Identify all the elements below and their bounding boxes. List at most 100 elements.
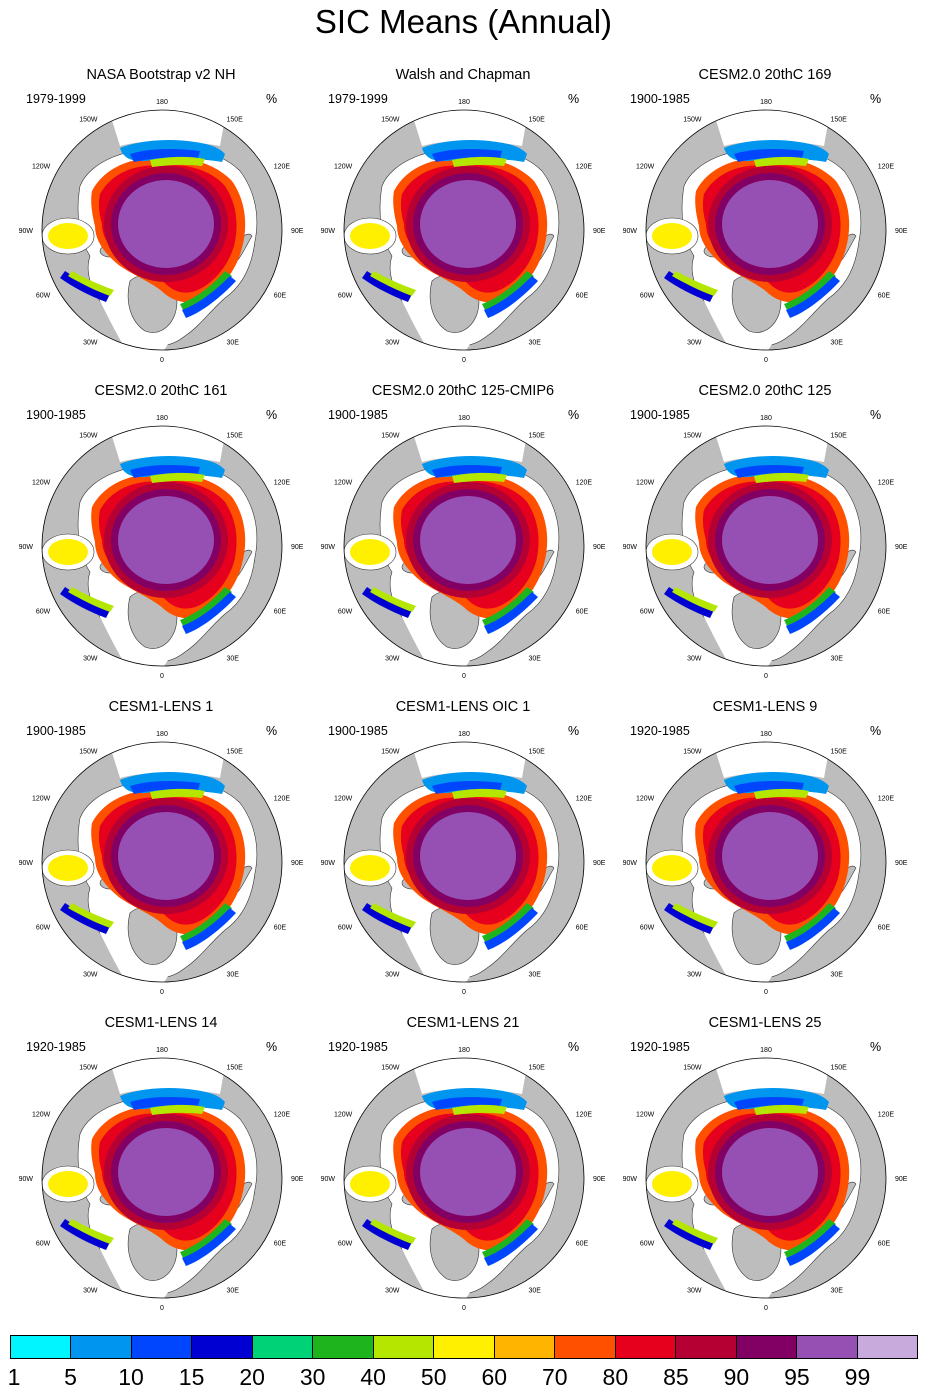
colorbar-box — [494, 1336, 556, 1358]
polar-map: 180 150E 120E 90E 60E 30E 0 30W 60W 90W 120W 150W — [19, 415, 304, 680]
longitude-label: 60W — [36, 1241, 51, 1248]
colorbar-box — [252, 1336, 314, 1358]
longitude-label: 90E — [593, 228, 606, 235]
longitude-label: 120W — [334, 164, 353, 171]
map-panel: CESM1-LENS 1 1900-1985% 180 150E 120E 90E 60E 3… — [10, 698, 312, 1014]
panel-unit: % — [870, 1040, 882, 1054]
longitude-label: 60E — [878, 293, 891, 300]
longitude-label: 90E — [291, 544, 304, 551]
longitude-label: 60W — [36, 609, 51, 616]
panel-period: 1920-1985 — [328, 1040, 388, 1054]
longitude-label: 90E — [895, 1176, 908, 1183]
longitude-label: 150W — [79, 1064, 98, 1071]
map-panel: CESM2.0 20thC 125 1900-1985% 180 150E 120E 90… — [614, 382, 916, 698]
colorbar-box — [71, 1336, 132, 1358]
colorbar-label: 1 — [7, 1364, 21, 1390]
longitude-label: 30E — [529, 972, 542, 979]
longitude-label: 150W — [381, 432, 400, 439]
longitude-label: 120W — [636, 480, 655, 487]
longitude-label: 60E — [274, 293, 287, 300]
panel-period: 1979-1999 — [26, 92, 86, 106]
longitude-label: 180 — [156, 731, 168, 738]
polar-map: 180 150E 120E 90E 60E 30E 0 30W 60W 90W 120W 150W — [623, 1047, 908, 1312]
longitude-label: 60E — [576, 1241, 589, 1248]
colorbar-label: 95 — [784, 1364, 810, 1390]
longitude-label: 90W — [623, 860, 638, 867]
longitude-label: 150W — [381, 1064, 400, 1071]
longitude-label: 150W — [79, 116, 98, 123]
polar-map: 180 150E 120E 90E 60E 30E 0 30W 60W 90W 120W 150W — [623, 731, 908, 996]
longitude-label: 60W — [640, 609, 655, 616]
map-panel: CESM1-LENS 25 1920-1985% 180 150E 120E 90E 60E… — [614, 1014, 916, 1330]
longitude-label: 90E — [895, 544, 908, 551]
panel-period: 1900-1985 — [328, 408, 388, 422]
longitude-label: 120W — [636, 796, 655, 803]
longitude-label: 120W — [32, 164, 51, 171]
longitude-label: 180 — [760, 415, 772, 422]
colorbar-box — [736, 1336, 798, 1358]
longitude-label: 120W — [334, 796, 353, 803]
panel-title: NASA Bootstrap v2 NH — [86, 67, 236, 83]
colorbar-box — [555, 1336, 616, 1358]
longitude-label: 30W — [385, 1288, 400, 1295]
longitude-label: 180 — [760, 731, 772, 738]
longitude-label: 60E — [576, 293, 589, 300]
longitude-label: 90W — [321, 544, 336, 551]
panel-period: 1900-1985 — [26, 408, 86, 422]
longitude-label: 30E — [227, 340, 240, 347]
longitude-label: 120E — [274, 796, 291, 803]
longitude-label: 30W — [385, 340, 400, 347]
longitude-label: 60E — [274, 1241, 287, 1248]
longitude-label: 90E — [895, 860, 908, 867]
panel-unit: % — [568, 724, 580, 738]
longitude-label: 150E — [831, 748, 848, 755]
longitude-label: 120W — [32, 796, 51, 803]
longitude-label: 150W — [79, 748, 98, 755]
longitude-label: 90W — [623, 228, 638, 235]
longitude-label: 180 — [760, 1047, 772, 1054]
panel-unit: % — [870, 408, 882, 422]
panel-title: CESM1-LENS 25 — [708, 1015, 822, 1031]
polar-map: 180 150E 120E 90E 60E 30E 0 30W 60W 90W 120W 150W — [321, 415, 606, 680]
longitude-label: 90W — [623, 544, 638, 551]
map-panel: CESM1-LENS 14 1920-1985% 180 150E 120E 90E 60E… — [10, 1014, 312, 1330]
panel-title: CESM2.0 20thC 161 — [94, 383, 228, 399]
longitude-label: 90W — [19, 1176, 34, 1183]
panel-title: CESM1-LENS OIC 1 — [395, 699, 531, 715]
longitude-label: 60E — [274, 609, 287, 616]
longitude-label: 30E — [831, 972, 844, 979]
colorbar-box — [11, 1336, 72, 1358]
longitude-label: 90W — [321, 1176, 336, 1183]
longitude-label: 60E — [576, 609, 589, 616]
longitude-label: 120E — [878, 796, 895, 803]
longitude-label: 90E — [291, 228, 304, 235]
longitude-label: 90E — [593, 1176, 606, 1183]
colorbar-label: 50 — [420, 1364, 447, 1390]
polar-map: 180 150E 120E 90E 60E 30E 0 30W 60W 90W 120W 150W — [19, 1047, 304, 1312]
longitude-label: 90E — [291, 860, 304, 867]
longitude-label: 120W — [32, 1112, 51, 1119]
longitude-label: 120E — [274, 480, 291, 487]
longitude-label: 90W — [19, 544, 34, 551]
longitude-label: 90W — [19, 860, 34, 867]
longitude-label: 60W — [36, 925, 51, 932]
panel-title: CESM1-LENS 9 — [712, 699, 818, 715]
panel-title: CESM2.0 20thC 169 — [698, 67, 832, 83]
longitude-label: 150E — [227, 432, 244, 439]
longitude-label: 90E — [895, 228, 908, 235]
colorbar-box — [857, 1336, 918, 1358]
longitude-label: 180 — [156, 99, 168, 106]
longitude-label: 30E — [831, 1288, 844, 1295]
longitude-label: 0 — [462, 673, 466, 680]
longitude-label: 30E — [529, 1288, 542, 1295]
panel-title: CESM2.0 20thC 125-CMIP6 — [371, 383, 555, 399]
longitude-label: 30E — [529, 340, 542, 347]
map-panel: CESM1-LENS 21 1920-1985% 180 150E 120E 90E 60E… — [312, 1014, 614, 1330]
longitude-label: 150W — [79, 432, 98, 439]
longitude-label: 180 — [458, 99, 470, 106]
longitude-label: 30E — [227, 972, 240, 979]
longitude-label: 0 — [462, 357, 466, 364]
longitude-label: 150W — [381, 748, 400, 755]
panel-period: 1920-1985 — [630, 1040, 690, 1054]
longitude-label: 90W — [19, 228, 34, 235]
